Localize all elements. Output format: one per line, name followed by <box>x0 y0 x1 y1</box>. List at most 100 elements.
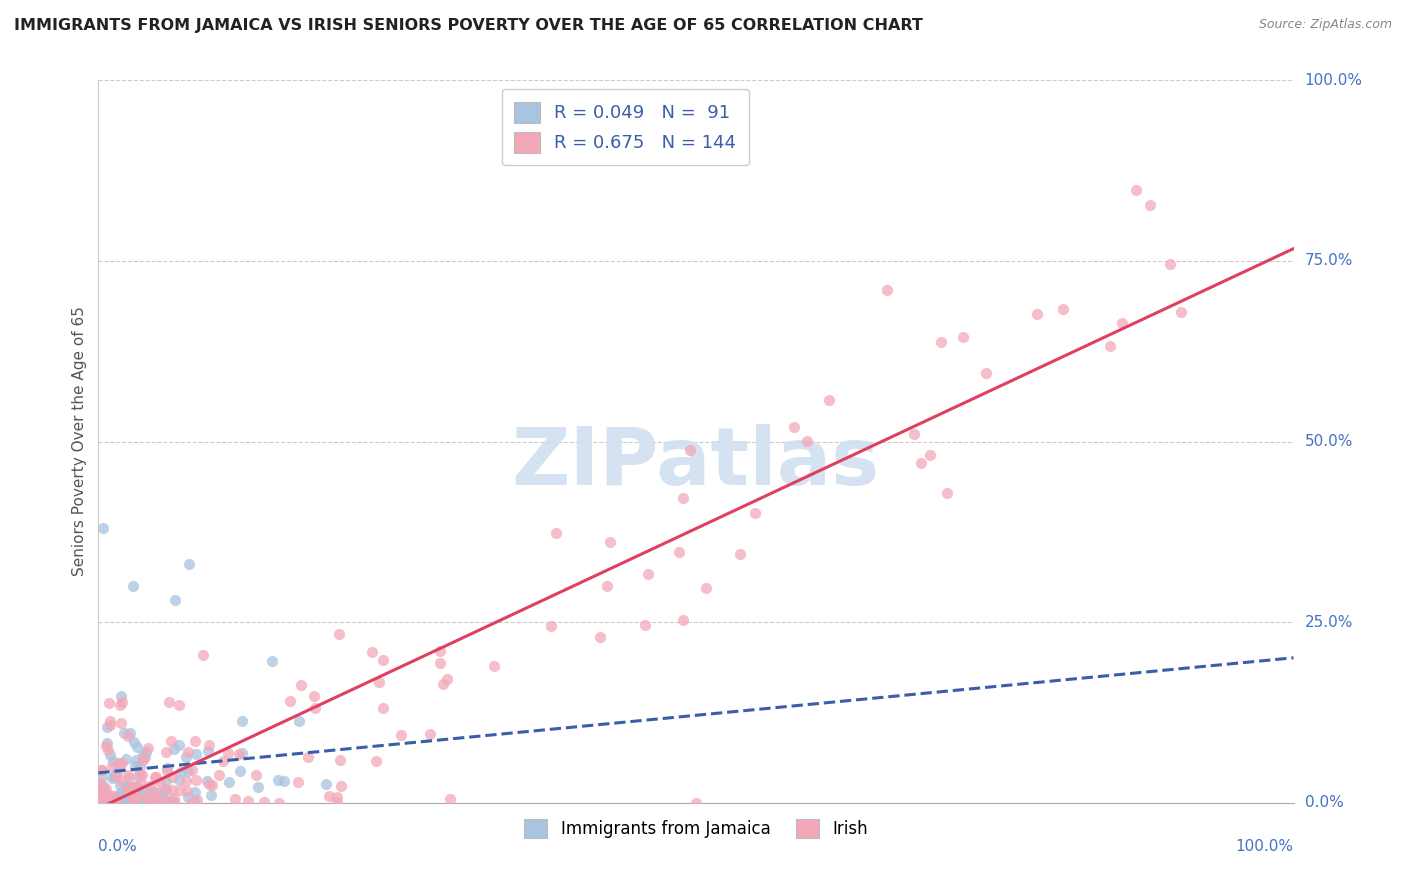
Point <box>125 779 148 793</box>
Point <box>131 789 153 803</box>
Point <box>129 759 152 773</box>
Text: 25.0%: 25.0% <box>1305 615 1353 630</box>
Point <box>91 521 114 535</box>
Point <box>588 630 610 644</box>
Point <box>728 547 751 561</box>
Point <box>148 786 170 800</box>
Point <box>98 718 121 732</box>
Point <box>974 366 997 380</box>
Point <box>429 644 451 658</box>
Point <box>127 739 149 754</box>
Point <box>218 774 240 789</box>
Point <box>231 714 253 728</box>
Point <box>1170 305 1192 319</box>
Point <box>110 778 132 792</box>
Point <box>929 334 952 349</box>
Point <box>429 656 451 670</box>
Point <box>122 780 145 794</box>
Point <box>134 749 156 764</box>
Point <box>169 783 191 797</box>
Point <box>360 645 382 659</box>
Point <box>326 796 349 810</box>
Point <box>131 768 153 782</box>
Point <box>935 486 957 500</box>
Point <box>315 777 337 791</box>
Point <box>952 330 974 344</box>
Point <box>132 751 155 765</box>
Point <box>105 794 128 808</box>
Point <box>177 558 200 572</box>
Point <box>98 792 121 806</box>
Point <box>111 787 134 801</box>
Point <box>1111 316 1133 330</box>
Point <box>155 773 177 788</box>
Point <box>132 753 155 767</box>
Point <box>167 772 190 787</box>
Point <box>184 772 207 787</box>
Point <box>160 770 183 784</box>
Point <box>124 735 146 749</box>
Point <box>115 782 138 797</box>
Point <box>540 619 562 633</box>
Point <box>98 696 121 710</box>
Text: IMMIGRANTS FROM JAMAICA VS IRISH SENIORS POVERTY OVER THE AGE OF 65 CORRELATION : IMMIGRANTS FROM JAMAICA VS IRISH SENIORS… <box>14 18 922 33</box>
Point <box>197 744 219 758</box>
Point <box>253 795 276 809</box>
Point <box>111 695 134 709</box>
Point <box>111 756 134 771</box>
Point <box>127 769 149 783</box>
Point <box>685 796 707 810</box>
Point <box>1098 339 1121 353</box>
Point <box>108 756 131 771</box>
Point <box>122 795 145 809</box>
Point <box>152 789 174 804</box>
Point <box>96 739 118 753</box>
Point <box>1026 307 1049 321</box>
Point <box>163 790 186 805</box>
Point <box>90 780 112 794</box>
Point <box>101 789 124 803</box>
Text: 50.0%: 50.0% <box>1305 434 1353 449</box>
Point <box>155 783 177 797</box>
Point <box>118 771 141 785</box>
Point <box>247 780 270 794</box>
Point <box>120 790 142 805</box>
Point <box>195 773 218 788</box>
Point <box>139 780 162 794</box>
Point <box>174 749 197 764</box>
Point <box>238 794 260 808</box>
Point <box>177 790 200 805</box>
Point <box>436 673 458 687</box>
Point <box>280 693 302 707</box>
Point <box>260 654 283 668</box>
Point <box>186 793 208 807</box>
Point <box>110 791 132 805</box>
Point <box>143 770 166 784</box>
Text: 100.0%: 100.0% <box>1236 838 1294 854</box>
Point <box>105 764 128 779</box>
Point <box>141 793 163 807</box>
Point <box>125 790 148 805</box>
Point <box>165 796 187 810</box>
Point <box>326 789 349 804</box>
Point <box>633 618 655 632</box>
Point <box>148 792 170 806</box>
Point <box>101 771 124 785</box>
Text: ZIPatlas: ZIPatlas <box>512 425 880 502</box>
Point <box>169 738 191 752</box>
Point <box>93 782 115 797</box>
Point <box>595 579 617 593</box>
Point <box>796 434 818 448</box>
Point <box>176 783 198 797</box>
Point <box>783 419 806 434</box>
Point <box>637 567 659 582</box>
Point <box>121 788 143 802</box>
Text: 100.0%: 100.0% <box>1305 73 1362 87</box>
Point <box>122 789 145 804</box>
Point <box>162 794 184 808</box>
Point <box>287 714 309 728</box>
Point <box>329 753 352 767</box>
Point <box>124 780 146 794</box>
Point <box>110 716 132 731</box>
Point <box>744 506 766 520</box>
